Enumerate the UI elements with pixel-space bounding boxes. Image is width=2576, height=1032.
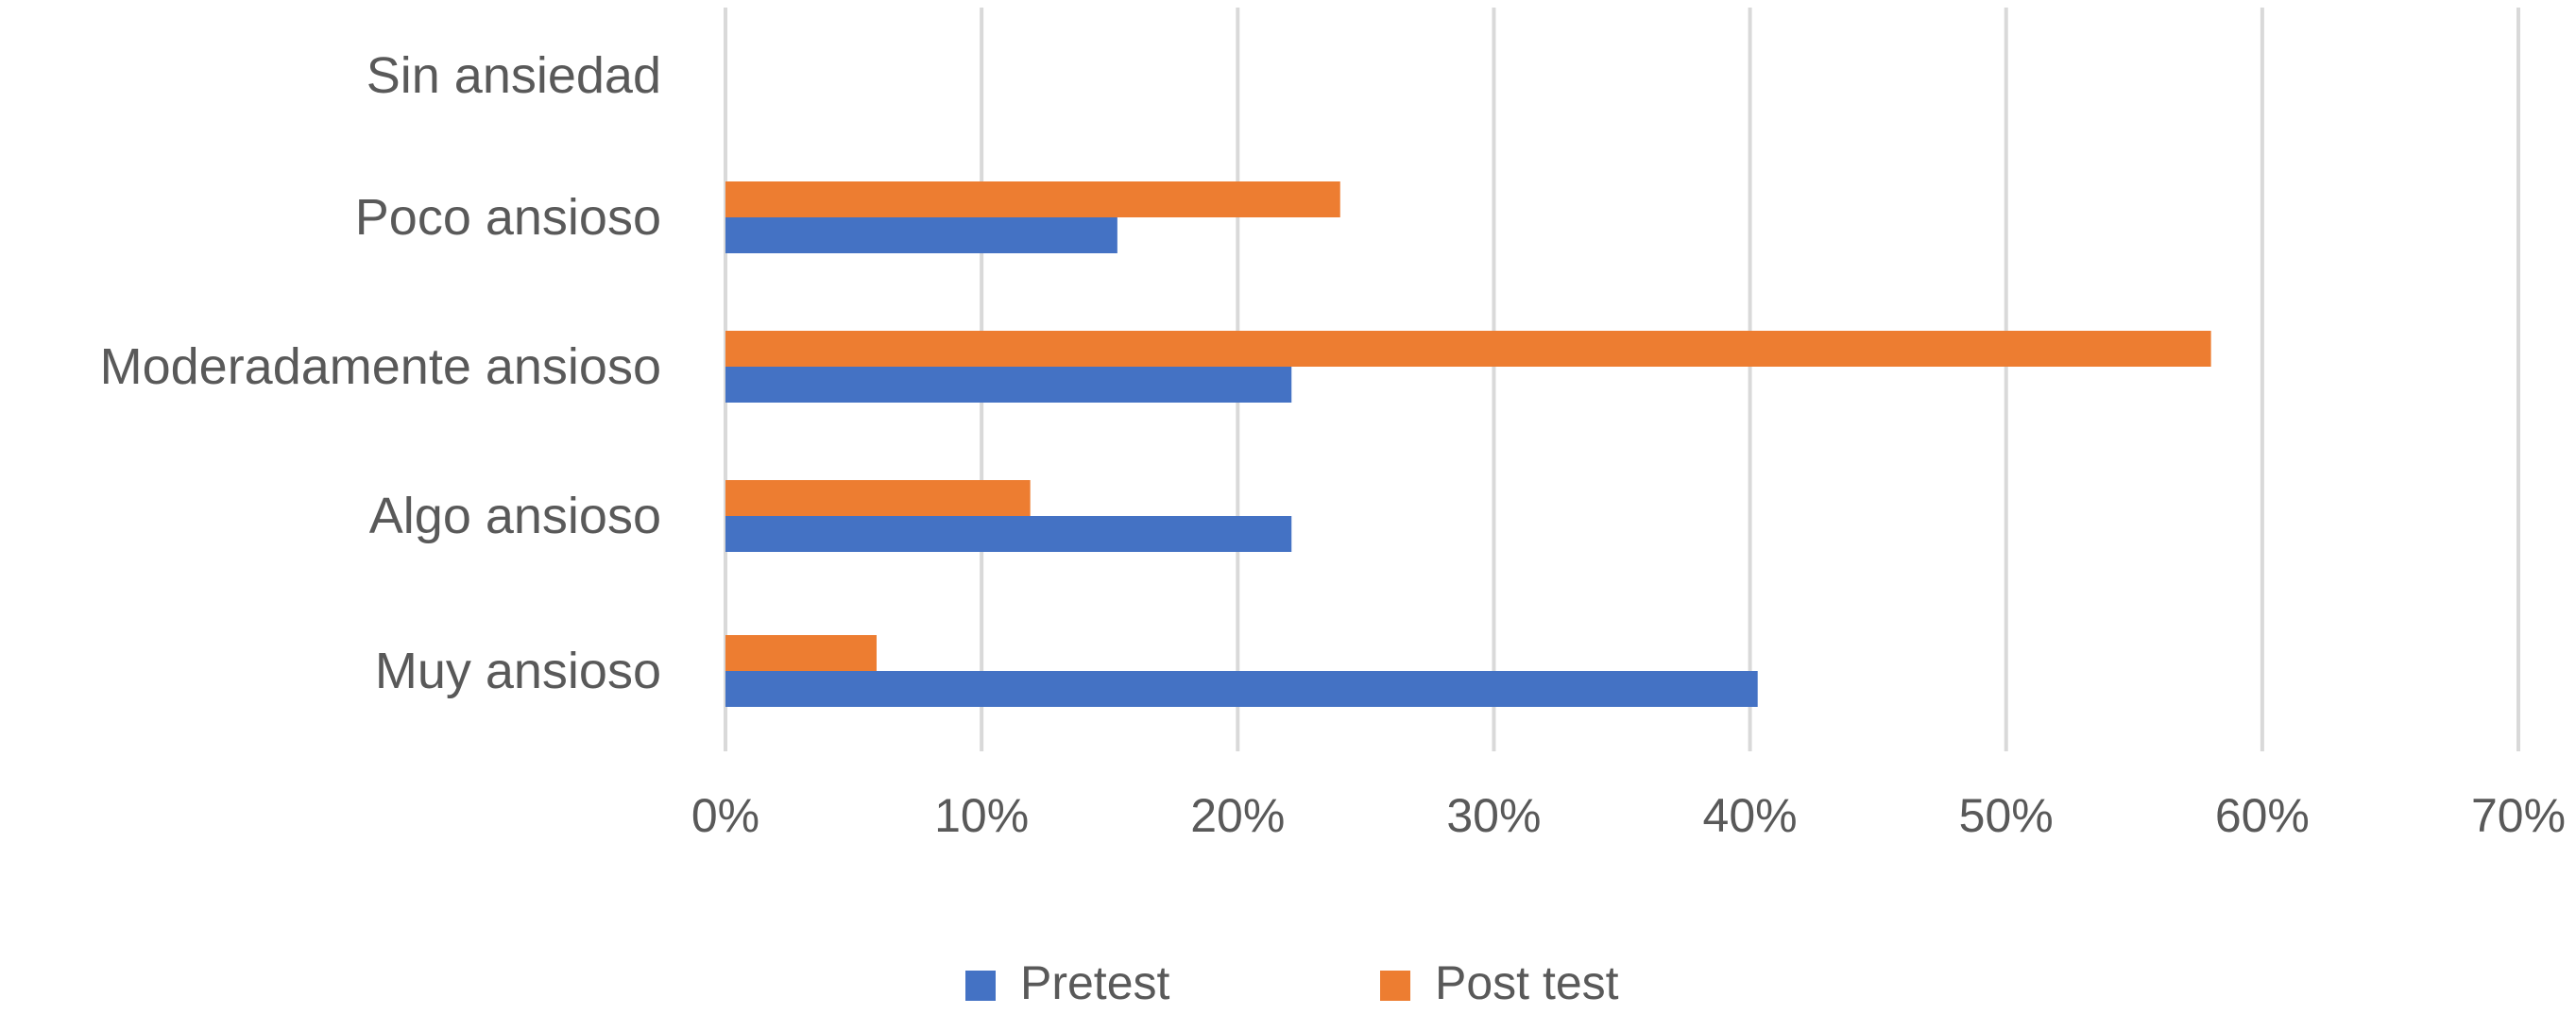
y-category-label: Poco ansioso bbox=[355, 189, 661, 246]
legend-swatch bbox=[1380, 971, 1410, 1001]
bar-post-test bbox=[725, 181, 1340, 217]
y-category-label: Moderadamente ansioso bbox=[100, 338, 661, 395]
bar-pretest bbox=[725, 516, 1292, 552]
legend: Pretest Post test bbox=[965, 956, 1619, 1009]
y-category-label: Sin ansiedad bbox=[367, 47, 661, 104]
bar-pretest bbox=[725, 217, 1117, 253]
bars bbox=[725, 181, 2211, 707]
legend-label: Post test bbox=[1435, 956, 1619, 1009]
bar-post-test bbox=[725, 480, 1031, 516]
x-tick-label: 30% bbox=[1446, 789, 1541, 842]
x-tick-label: 20% bbox=[1190, 789, 1285, 842]
legend-label: Pretest bbox=[1020, 956, 1170, 1009]
x-tick-label: 40% bbox=[1703, 789, 1798, 842]
bar-post-test bbox=[725, 331, 2211, 367]
axes: 0% 10% 20% 30% 40% 50% 60% 70% Sin ansiedad Poco … bbox=[100, 47, 2566, 842]
bar-post-test bbox=[725, 635, 877, 671]
y-category-label: Algo ansioso bbox=[369, 488, 661, 544]
bar-pretest bbox=[725, 367, 1292, 403]
x-tick-label: 60% bbox=[2215, 789, 2310, 842]
x-tick-label: 50% bbox=[1959, 789, 2054, 842]
x-tick-label: 0% bbox=[691, 789, 759, 842]
x-tick-label: 10% bbox=[934, 789, 1029, 842]
x-tick-label: 70% bbox=[2471, 789, 2566, 842]
y-category-label: Muy ansioso bbox=[375, 643, 661, 699]
legend-swatch bbox=[965, 971, 996, 1001]
bar-pretest bbox=[725, 671, 1758, 707]
